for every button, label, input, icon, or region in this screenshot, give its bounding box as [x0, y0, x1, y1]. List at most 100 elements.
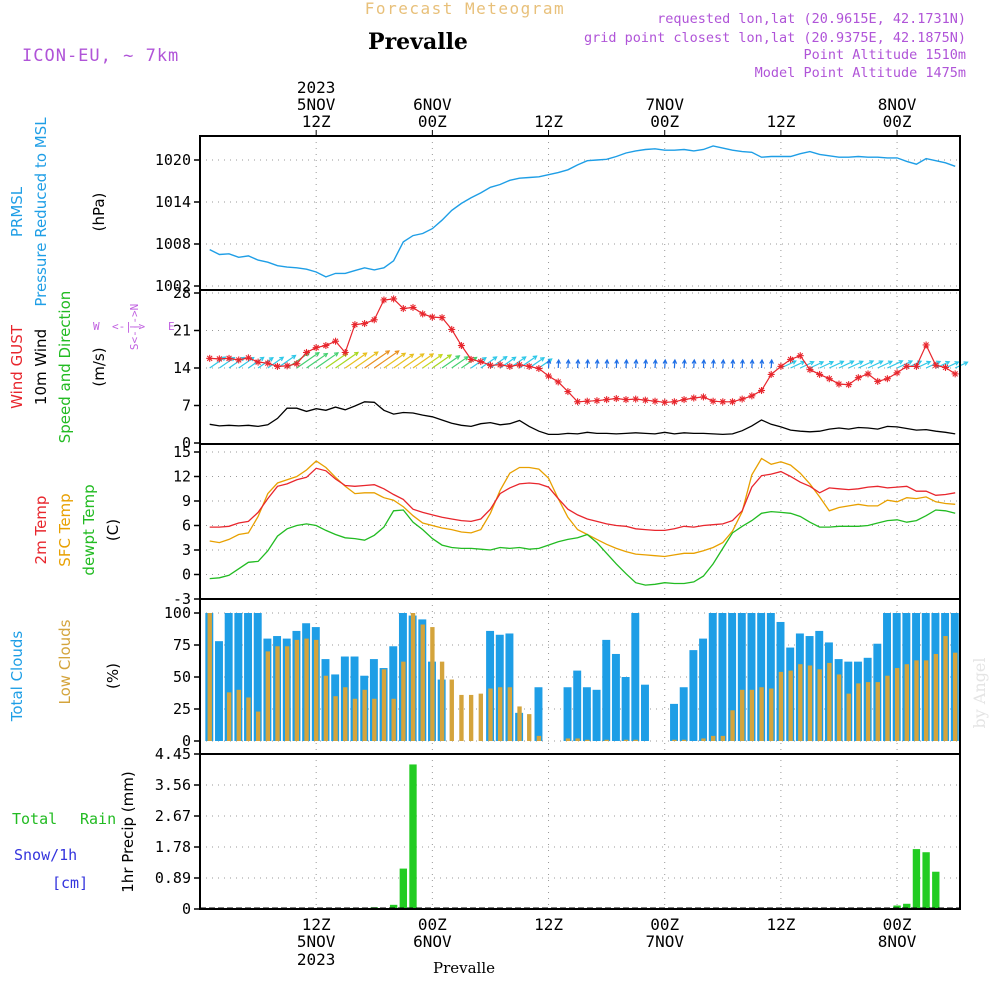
wind-arrow-head: [429, 353, 435, 358]
gust-marker: [312, 344, 320, 352]
wind-arrow: [925, 360, 942, 369]
rain-bar: [893, 905, 901, 909]
wind-arrow-shaft: [490, 356, 508, 369]
wind-arrow-shaft: [954, 361, 968, 369]
wind-arrow-shaft: [383, 352, 406, 369]
wind-arrow-head: [446, 354, 453, 359]
gust-marker: [845, 381, 853, 389]
low-cloud-bar: [488, 688, 493, 741]
wind-arrow: [344, 352, 368, 369]
rain-bar: [932, 871, 940, 909]
total-cloud-bar: [253, 613, 262, 741]
gust-marker: [438, 314, 446, 322]
requested-lonlat: requested lon,lat (20.9615E, 42.1731N): [657, 11, 966, 27]
wind-arrow-head: [662, 358, 668, 364]
gust-marker-d2: [739, 396, 746, 402]
low-cloud-bar: [778, 671, 784, 741]
gust-marker-d2: [826, 375, 833, 382]
wind-arrow: [354, 351, 379, 369]
low-cloud-bar: [953, 652, 958, 741]
gust-markers: [206, 295, 959, 406]
gust-marker-d2: [448, 326, 455, 333]
gust-marker: [515, 361, 523, 369]
low-cloud-bar: [410, 613, 416, 741]
wind-arrow: [499, 356, 517, 369]
gust-marker: [719, 398, 727, 406]
panel-frame-pressure: [199, 135, 961, 291]
gust-marker-d2: [555, 379, 562, 385]
wind-arrow-shaft: [422, 354, 443, 369]
label-total: Total: [12, 810, 57, 828]
time-label-year: 2023: [297, 78, 336, 97]
gust-marker-d2: [681, 396, 687, 403]
time-label-day: 8NOV: [878, 932, 917, 951]
low-cloud-bar: [740, 689, 745, 741]
time-label-day: 7NOV: [645, 95, 684, 114]
gust-marker-d2: [235, 357, 242, 363]
low-cloud-bar: [285, 646, 290, 741]
wind-arrow-head: [409, 353, 415, 359]
y-axis-ticks: 10201014100810022821147015129630-3100755…: [155, 151, 200, 918]
time-label-hour: 12Z: [302, 915, 331, 934]
wind-arrow-head: [878, 360, 884, 365]
wind-arrow: [730, 358, 736, 369]
low-cloud-bar: [710, 735, 716, 741]
y-tick-label-wind: 28: [173, 284, 191, 302]
low-cloud-bar: [604, 739, 609, 741]
time-label-day: 6NOV: [413, 932, 452, 951]
gust-marker-d2: [594, 397, 600, 404]
wind-arrow-head: [594, 358, 600, 364]
label-cm: [cm]: [52, 874, 88, 892]
gust-marker-d2: [845, 381, 852, 388]
y-tick-label-wind: 14: [173, 359, 191, 377]
label-speed-direction: Speed and Direction: [56, 291, 74, 444]
wind-arrow-head: [614, 358, 620, 364]
wind-arrow-head: [691, 358, 697, 364]
wind-arrow-head: [769, 358, 774, 364]
gust-marker-d2: [719, 398, 726, 405]
gust-marker-d2: [787, 356, 794, 363]
gust-marker-d2: [816, 371, 823, 378]
compass-ns: S<-|->N: [128, 304, 141, 350]
wind-arrow-head: [963, 361, 969, 366]
low-cloud-bar: [236, 689, 241, 741]
wind-arrow: [604, 358, 610, 369]
wind-arrow: [749, 358, 755, 369]
wind-arrows: [209, 350, 969, 369]
low-cloud-bar: [449, 679, 454, 741]
gust-marker-d2: [458, 342, 465, 349]
gust-marker-d2: [632, 396, 639, 402]
y-tick-label-temp: 12: [173, 468, 191, 486]
gust-marker: [593, 397, 601, 405]
wind-arrow-shaft: [858, 360, 874, 369]
wind-arrow-head: [701, 358, 707, 364]
gust-marker: [651, 397, 659, 405]
gust-marker-d2: [439, 314, 445, 321]
y-tick-label-precip: 3.56: [155, 776, 191, 794]
wind-arrow-shaft: [751, 359, 753, 369]
low-cloud-bar: [304, 638, 309, 741]
gust-marker: [264, 359, 272, 367]
wind-arrow: [819, 360, 835, 369]
point-altitude: Point Altitude 1510m: [803, 47, 966, 63]
gust-marker: [893, 369, 901, 377]
wind-arrow: [335, 351, 360, 369]
wind-arrow: [652, 358, 658, 369]
low-cloud-bar: [255, 711, 261, 741]
low-cloud-bar: [856, 683, 861, 741]
y-tick-label-wind: 7: [182, 397, 191, 415]
y-tick-label-temp: 3: [182, 541, 191, 559]
gust-marker-d2: [913, 363, 920, 370]
wind-arrow-shaft: [402, 353, 425, 369]
wind-arrow-head: [279, 356, 285, 362]
label-prmsl: PRMSL: [8, 186, 26, 237]
gust-marker: [409, 303, 417, 311]
total-cloud-bar: [766, 613, 775, 741]
panel-frames: [199, 135, 961, 910]
gust-marker-d2: [371, 316, 378, 323]
time-label-hour: 00Z: [418, 112, 447, 131]
gust-marker: [622, 396, 630, 404]
low-cloud-bar: [459, 694, 464, 741]
wind-arrow: [315, 352, 340, 369]
y-tick-label-temp: 9: [182, 492, 191, 510]
